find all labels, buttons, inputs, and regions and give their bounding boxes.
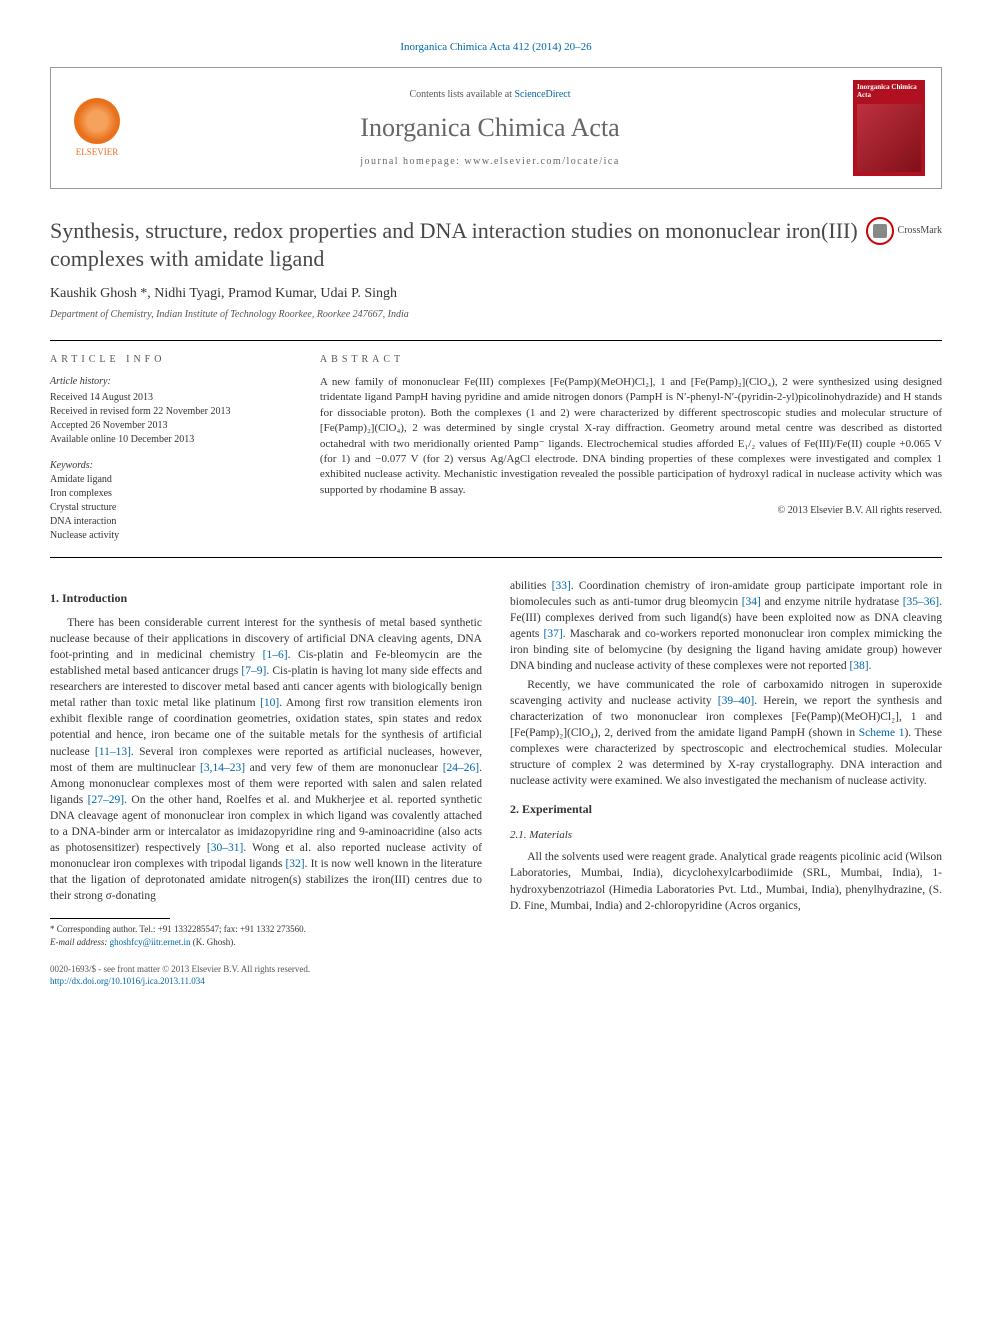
email-label: E-mail address:: [50, 937, 110, 947]
keyword: Iron complexes: [50, 487, 292, 501]
subsection-materials-heading: 2.1. Materials: [510, 828, 942, 843]
article-info-label: ARTICLE INFO: [50, 353, 292, 367]
ref-link[interactable]: [32]: [285, 858, 304, 870]
intro-paragraph: There has been considerable current inte…: [50, 615, 482, 905]
front-matter-line: 0020-1693/$ - see front matter © 2013 El…: [50, 963, 482, 976]
scheme-link[interactable]: Scheme 1: [859, 727, 905, 739]
ref-link[interactable]: [7–9]: [241, 665, 266, 677]
history-online: Available online 10 December 2013: [50, 433, 292, 447]
paper-title: Synthesis, structure, redox properties a…: [50, 217, 866, 272]
contents-prefix: Contents lists available at: [409, 89, 514, 100]
journal-name: Inorganica Chimica Acta: [127, 110, 853, 146]
authors-text: Kaushik Ghosh *, Nidhi Tyagi, Pramod Kum…: [50, 286, 397, 301]
issue-line: Inorganica Chimica Acta 412 (2014) 20–26: [50, 40, 942, 55]
body-text: abilities: [510, 580, 552, 592]
crossmark-label: CrossMark: [898, 224, 942, 238]
cover-title: Inorganica Chimica Acta: [857, 84, 921, 99]
ref-link[interactable]: [11–13]: [95, 746, 131, 758]
body-text: . Mascharak and co-workers reported mono…: [510, 628, 942, 672]
journal-homepage: journal homepage: www.elsevier.com/locat…: [127, 155, 853, 169]
history-revised: Received in revised form 22 November 201…: [50, 405, 292, 419]
body-paragraph: Recently, we have communicated the role …: [510, 677, 942, 790]
contents-line: Contents lists available at ScienceDirec…: [127, 88, 853, 102]
doi-link[interactable]: http://dx.doi.org/10.1016/j.ica.2013.11.…: [50, 976, 205, 986]
ref-link[interactable]: [30–31]: [207, 842, 243, 854]
ref-link[interactable]: [34]: [742, 596, 761, 608]
history-accepted: Accepted 26 November 2013: [50, 419, 292, 433]
sciencedirect-link[interactable]: ScienceDirect: [514, 89, 570, 100]
ref-link[interactable]: [1–6]: [263, 649, 288, 661]
article-history-label: Article history:: [50, 375, 292, 389]
elsevier-tree-icon: [74, 98, 120, 144]
elsevier-text: ELSEVIER: [76, 146, 119, 159]
footnote-rule: [50, 918, 170, 919]
ref-link[interactable]: [10]: [260, 697, 279, 709]
homepage-prefix: journal homepage:: [360, 156, 464, 167]
crossmark-badge[interactable]: CrossMark: [866, 217, 942, 245]
keyword: Nuclease activity: [50, 529, 292, 543]
ref-link[interactable]: [35–36]: [903, 596, 939, 608]
keyword: Amidate ligand: [50, 473, 292, 487]
cover-image-icon: [857, 104, 921, 173]
email-link[interactable]: ghoshfcy@iitr.ernet.in: [110, 937, 191, 947]
keyword: Crystal structure: [50, 501, 292, 515]
corr-author-note: * Corresponding author. Tel.: +91 133228…: [50, 923, 482, 948]
rule-mid: [50, 557, 942, 558]
rule-top: [50, 340, 942, 341]
ref-link[interactable]: [38]: [849, 660, 868, 672]
abstract-label: ABSTRACT: [320, 353, 942, 367]
journal-header: ELSEVIER Contents lists available at Sci…: [50, 67, 942, 189]
body-paragraph: abilities [33]. Coordination chemistry o…: [510, 578, 942, 675]
body-columns: 1. Introduction There has been considera…: [50, 578, 942, 988]
body-text: .: [869, 660, 872, 672]
ref-link[interactable]: [27–29]: [88, 794, 124, 806]
keyword: DNA interaction: [50, 515, 292, 529]
affiliation: Department of Chemistry, Indian Institut…: [50, 308, 942, 322]
copyright-line: © 2013 Elsevier B.V. All rights reserved…: [320, 504, 942, 518]
ref-link[interactable]: [37]: [544, 628, 563, 640]
section-experimental-heading: 2. Experimental: [510, 801, 942, 818]
crossmark-icon: [873, 224, 887, 238]
elsevier-logo: ELSEVIER: [67, 93, 127, 163]
materials-paragraph: All the solvents used were reagent grade…: [510, 849, 942, 913]
history-received: Received 14 August 2013: [50, 391, 292, 405]
authors-line: Kaushik Ghosh *, Nidhi Tyagi, Pramod Kum…: [50, 284, 942, 304]
keywords-label: Keywords:: [50, 459, 292, 473]
ref-link[interactable]: [39–40]: [718, 695, 754, 707]
corr-note-text: * Corresponding author. Tel.: +91 133228…: [50, 924, 306, 934]
ref-link[interactable]: [33]: [552, 580, 571, 592]
body-text: and very few of them are mononuclear: [245, 762, 443, 774]
homepage-url[interactable]: www.elsevier.com/locate/ica: [464, 156, 619, 167]
journal-cover-thumb: Inorganica Chimica Acta: [853, 80, 925, 176]
email-tail: (K. Ghosh).: [190, 937, 235, 947]
abstract-text: A new family of mononuclear Fe(III) comp…: [320, 375, 942, 498]
body-text: and enzyme nitrile hydratase: [761, 596, 903, 608]
section-intro-heading: 1. Introduction: [50, 590, 482, 607]
ref-link[interactable]: [24–26]: [443, 762, 479, 774]
ref-link[interactable]: [3,14–23]: [200, 762, 245, 774]
